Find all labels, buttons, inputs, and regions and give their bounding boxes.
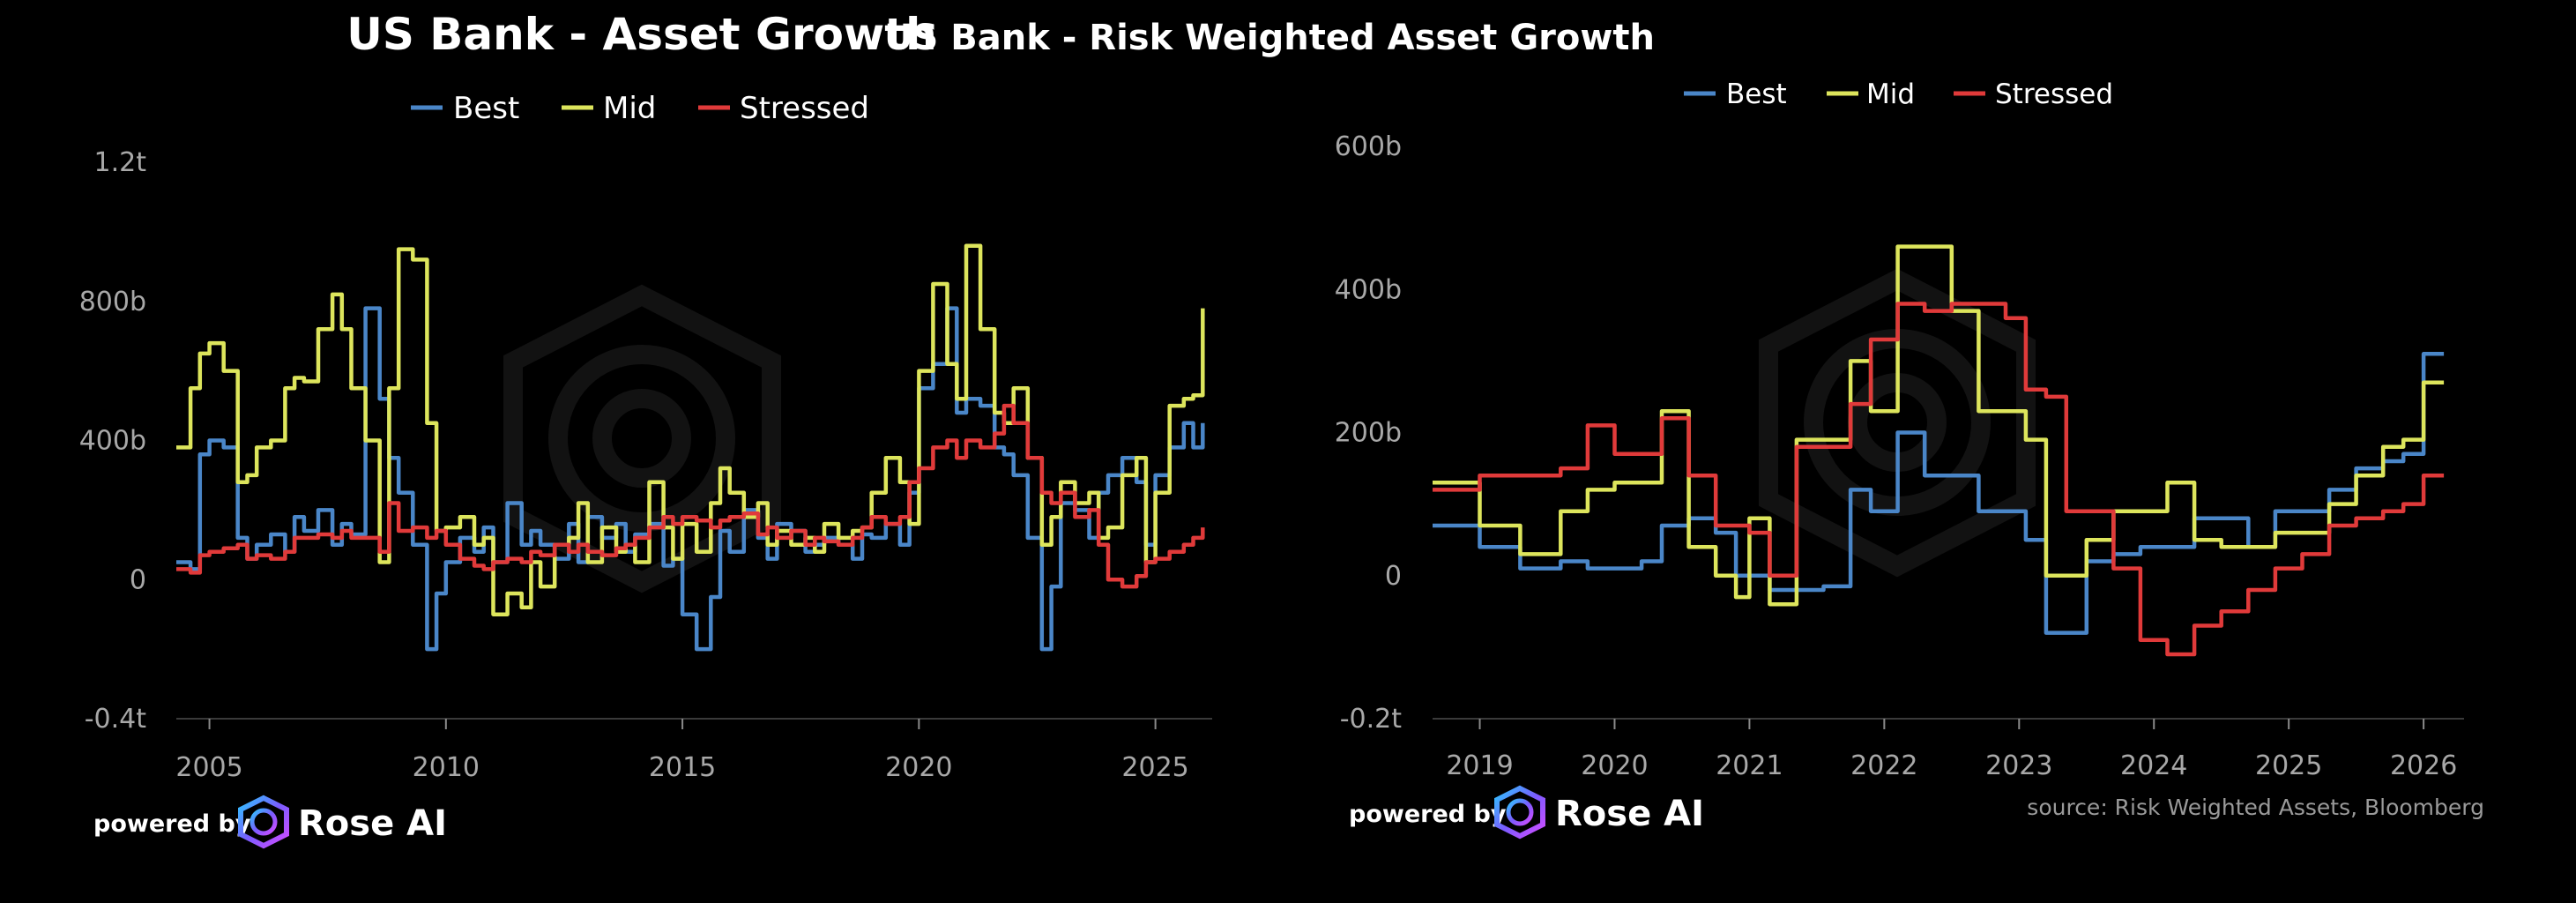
powered-by-label: powered by <box>93 810 251 838</box>
y-tick-label: -0.4t <box>85 704 147 735</box>
x-tick-label: 2019 <box>1446 750 1513 781</box>
powered-by-label: powered by <box>1349 801 1507 828</box>
branding-left: powered by Rose AI <box>93 795 447 849</box>
rose-ai-logo-icon <box>1494 785 1545 840</box>
legend-label-best: Best <box>453 91 519 126</box>
y-tick-label: 600b <box>1335 131 1402 162</box>
x-tick-label: 2015 <box>649 752 716 783</box>
x-tick-label: 2026 <box>2390 750 2457 781</box>
series-line-best <box>1433 352 2445 635</box>
asset-growth-chart: US Bank - Asset Growth Best Mid Stressed… <box>79 9 1212 849</box>
y-axis-ticks: -0.2t 0 200b 400b 600b <box>1335 131 1403 735</box>
x-tick-label: 2020 <box>885 752 952 783</box>
x-tick-label: 2025 <box>2255 750 2322 781</box>
legend-label-best: Best <box>1726 78 1787 110</box>
y-tick-label: 0 <box>130 564 146 595</box>
legend-item-best[interactable]: Best <box>411 91 519 126</box>
x-tick-label: 2005 <box>175 752 242 783</box>
y-tick-label: 800b <box>79 287 146 317</box>
x-tick-label: 2020 <box>1581 750 1648 781</box>
series-line-stressed <box>1433 302 2445 657</box>
legend-item-best[interactable]: Best <box>1684 78 1787 110</box>
legend-label-stressed: Stressed <box>740 91 869 126</box>
x-tick-label: 2010 <box>413 752 480 783</box>
x-axis: 2005 2010 2015 2020 2025 <box>175 718 1212 783</box>
legend-label-mid: Mid <box>1866 78 1915 110</box>
series-line-stressed <box>176 403 1205 589</box>
brand-name: Rose AI <box>298 803 447 844</box>
y-tick-label: 1.2t <box>94 147 147 178</box>
rwa-growth-chart: US Bank - Risk Weighted Asset Growth Bes… <box>884 18 2484 840</box>
y-tick-label: 400b <box>79 426 146 457</box>
x-tick-label: 2025 <box>1121 752 1188 783</box>
rose-ai-logo-icon <box>238 795 289 849</box>
x-tick-label: 2022 <box>1850 750 1917 781</box>
y-tick-label: 400b <box>1335 274 1402 305</box>
x-tick-label: 2021 <box>1716 750 1783 781</box>
chart-title: US Bank - Risk Weighted Asset Growth <box>884 18 1655 58</box>
x-axis: 2019 2020 2021 2022 2023 2024 2025 2026 <box>1433 718 2464 781</box>
legend-item-stressed[interactable]: Stressed <box>1954 78 2113 110</box>
legend-label-stressed: Stressed <box>1995 78 2113 110</box>
legend-item-mid[interactable]: Mid <box>562 91 656 126</box>
series-line-mid <box>1433 244 2445 607</box>
y-tick-label: 0 <box>1385 561 1402 592</box>
y-tick-label: -0.2t <box>1340 704 1403 735</box>
legend: Best Mid Stressed <box>411 91 869 126</box>
legend-item-stressed[interactable]: Stressed <box>698 91 869 126</box>
y-tick-label: 200b <box>1335 418 1402 449</box>
branding-right: powered by Rose AI <box>1349 785 1704 840</box>
brand-name: Rose AI <box>1555 794 1704 834</box>
x-tick-label: 2024 <box>2120 750 2187 781</box>
watermark-left <box>503 284 781 593</box>
series-lines <box>1433 244 2445 657</box>
legend-item-mid[interactable]: Mid <box>1827 78 1915 110</box>
series-lines <box>176 243 1205 652</box>
y-axis-ticks: -0.4t 0 400b 800b 1.2t <box>79 147 147 735</box>
legend: Best Mid Stressed <box>1684 78 2113 110</box>
x-tick-label: 2023 <box>1985 750 2052 781</box>
source-note: source: Risk Weighted Assets, Bloomberg <box>2027 795 2484 820</box>
legend-label-mid: Mid <box>603 91 656 126</box>
chart-title: US Bank - Asset Growth <box>346 9 936 60</box>
